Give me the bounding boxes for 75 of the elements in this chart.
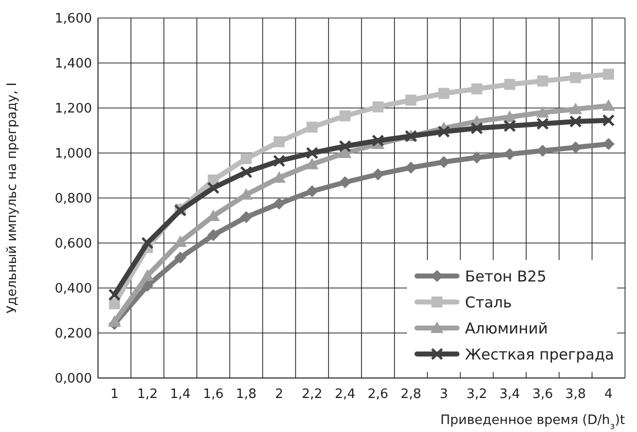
x-tick-label: 3,2: [466, 387, 488, 402]
x-axis-title: Приведенное время (D/h$_{з}$)t: [440, 413, 625, 432]
point: [536, 118, 549, 130]
point: [174, 252, 186, 264]
y-tick-label: 0,600: [54, 236, 92, 252]
x-tick-label: 2,6: [368, 387, 388, 402]
point: [338, 140, 352, 152]
point: [569, 115, 582, 128]
x-tick-label: 4: [604, 387, 613, 402]
point: [603, 68, 614, 80]
point: [471, 83, 482, 94]
y-axis-title: Удельный импульс на преграду, I: [5, 82, 20, 314]
y-tick-label: 0,000: [54, 372, 92, 387]
y-tick-label: 0,800: [54, 192, 92, 207]
point: [306, 158, 319, 170]
point: [272, 171, 286, 183]
point: [536, 106, 550, 118]
point: [108, 298, 120, 310]
point: [537, 76, 548, 86]
legend-label: Бетон B25: [465, 267, 546, 286]
y-tick-label: 0,200: [54, 326, 92, 342]
point: [339, 176, 352, 188]
point: [503, 110, 516, 122]
x-tick-label: 3,8: [565, 387, 586, 402]
point: [338, 146, 352, 158]
x-tick-label: 1: [110, 387, 119, 402]
legend-label: Жесткая преграда: [465, 345, 614, 364]
point: [602, 99, 616, 111]
point: [570, 72, 582, 84]
y-tick-label: 1,400: [54, 56, 92, 72]
point: [141, 280, 154, 292]
point: [207, 182, 220, 194]
point: [306, 146, 318, 160]
x-tick-label: 2,2: [302, 387, 322, 402]
point: [438, 88, 450, 99]
point: [602, 114, 615, 127]
x-tick-label: 1,8: [236, 387, 257, 402]
y-tick-label: 1,600: [54, 12, 92, 27]
point: [240, 211, 252, 224]
x-tick-label: 1,4: [170, 387, 191, 402]
point: [340, 110, 351, 122]
point: [272, 154, 286, 168]
x-tick-label: 3,4: [499, 387, 520, 402]
point: [372, 168, 384, 180]
point: [141, 236, 154, 250]
x-tick-label: 3: [440, 387, 448, 402]
legend-label: Алюминий: [465, 319, 548, 338]
point: [470, 122, 484, 134]
y-tick-label: 1,000: [54, 146, 92, 162]
point: [306, 122, 318, 133]
point: [140, 269, 154, 281]
point: [372, 101, 384, 112]
y-tick-label: 0,400: [54, 282, 92, 297]
x-tick-label: 2: [275, 387, 284, 402]
point: [240, 153, 252, 164]
point: [438, 125, 450, 138]
point: [503, 120, 516, 132]
point: [372, 134, 384, 147]
x-tick-label: 2,8: [400, 387, 422, 402]
y-tick-label: 1,200: [54, 102, 92, 117]
point: [108, 288, 121, 301]
legend-label: Сталь: [465, 293, 512, 312]
point: [405, 94, 416, 106]
point: [108, 315, 121, 327]
point: [274, 136, 285, 148]
point: [207, 229, 220, 242]
point: [306, 185, 318, 198]
x-tick-label: 1,2: [137, 387, 158, 402]
x-tick-label: 3,6: [532, 387, 553, 402]
x-tick-label: 2,4: [334, 387, 356, 402]
point: [273, 198, 286, 210]
x-tick-label: 1,6: [202, 387, 224, 402]
point: [504, 78, 516, 90]
point: [240, 166, 252, 178]
point: [569, 102, 582, 114]
